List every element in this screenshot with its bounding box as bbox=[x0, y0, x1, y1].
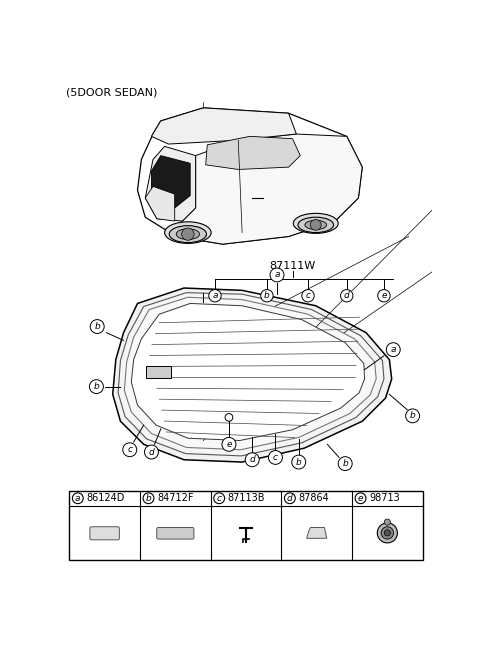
Circle shape bbox=[245, 453, 259, 466]
Text: d: d bbox=[249, 455, 255, 464]
Text: 84712F: 84712F bbox=[157, 493, 193, 503]
Circle shape bbox=[311, 219, 321, 231]
Polygon shape bbox=[113, 288, 392, 462]
FancyBboxPatch shape bbox=[146, 365, 171, 378]
Text: c: c bbox=[216, 494, 222, 503]
Text: d: d bbox=[149, 447, 155, 457]
FancyBboxPatch shape bbox=[90, 527, 120, 540]
Circle shape bbox=[338, 457, 352, 470]
Circle shape bbox=[378, 290, 390, 302]
FancyBboxPatch shape bbox=[157, 527, 194, 539]
Text: e: e bbox=[226, 440, 232, 449]
Text: b: b bbox=[410, 411, 416, 421]
Ellipse shape bbox=[305, 220, 326, 229]
Circle shape bbox=[89, 380, 103, 394]
Circle shape bbox=[406, 409, 420, 422]
Text: e: e bbox=[358, 494, 363, 503]
Circle shape bbox=[268, 451, 282, 464]
Polygon shape bbox=[145, 187, 175, 221]
Text: b: b bbox=[145, 494, 151, 503]
Text: (5DOOR SEDAN): (5DOOR SEDAN) bbox=[66, 88, 157, 98]
Circle shape bbox=[222, 438, 236, 451]
Text: d: d bbox=[287, 494, 293, 503]
Circle shape bbox=[90, 320, 104, 333]
Ellipse shape bbox=[298, 217, 334, 233]
Text: d: d bbox=[344, 291, 349, 300]
Circle shape bbox=[384, 519, 390, 525]
Ellipse shape bbox=[165, 222, 211, 244]
Polygon shape bbox=[152, 108, 296, 144]
Text: c: c bbox=[273, 453, 278, 462]
Polygon shape bbox=[145, 146, 196, 221]
Text: c: c bbox=[127, 445, 132, 454]
Circle shape bbox=[302, 290, 314, 302]
Ellipse shape bbox=[169, 226, 206, 242]
Circle shape bbox=[270, 268, 284, 282]
Text: b: b bbox=[264, 291, 270, 300]
Text: 98713: 98713 bbox=[369, 493, 400, 503]
Text: a: a bbox=[212, 291, 218, 300]
Text: b: b bbox=[296, 458, 301, 466]
Ellipse shape bbox=[176, 229, 200, 240]
Polygon shape bbox=[206, 136, 300, 170]
Polygon shape bbox=[152, 156, 190, 208]
Text: a: a bbox=[391, 345, 396, 354]
Circle shape bbox=[209, 290, 221, 302]
Polygon shape bbox=[124, 297, 376, 450]
Text: b: b bbox=[94, 382, 99, 391]
Text: a: a bbox=[75, 494, 81, 503]
Text: b: b bbox=[342, 459, 348, 468]
Circle shape bbox=[181, 228, 194, 240]
Text: b: b bbox=[95, 322, 100, 331]
Text: e: e bbox=[381, 291, 387, 300]
Polygon shape bbox=[176, 134, 362, 244]
Circle shape bbox=[340, 290, 353, 302]
Polygon shape bbox=[118, 293, 384, 456]
Circle shape bbox=[123, 443, 137, 457]
Text: 87864: 87864 bbox=[299, 493, 329, 503]
Polygon shape bbox=[132, 303, 365, 441]
Circle shape bbox=[381, 527, 394, 539]
Text: a: a bbox=[274, 271, 280, 280]
Text: 87111W: 87111W bbox=[269, 261, 316, 271]
Ellipse shape bbox=[293, 214, 338, 233]
Circle shape bbox=[292, 455, 306, 469]
Circle shape bbox=[386, 343, 400, 356]
Polygon shape bbox=[307, 527, 327, 538]
Circle shape bbox=[377, 523, 397, 543]
Text: 86124D: 86124D bbox=[86, 493, 125, 503]
Circle shape bbox=[144, 445, 158, 459]
Circle shape bbox=[384, 530, 390, 536]
Text: 87113B: 87113B bbox=[228, 493, 265, 503]
Circle shape bbox=[261, 290, 273, 302]
Text: c: c bbox=[305, 291, 311, 300]
